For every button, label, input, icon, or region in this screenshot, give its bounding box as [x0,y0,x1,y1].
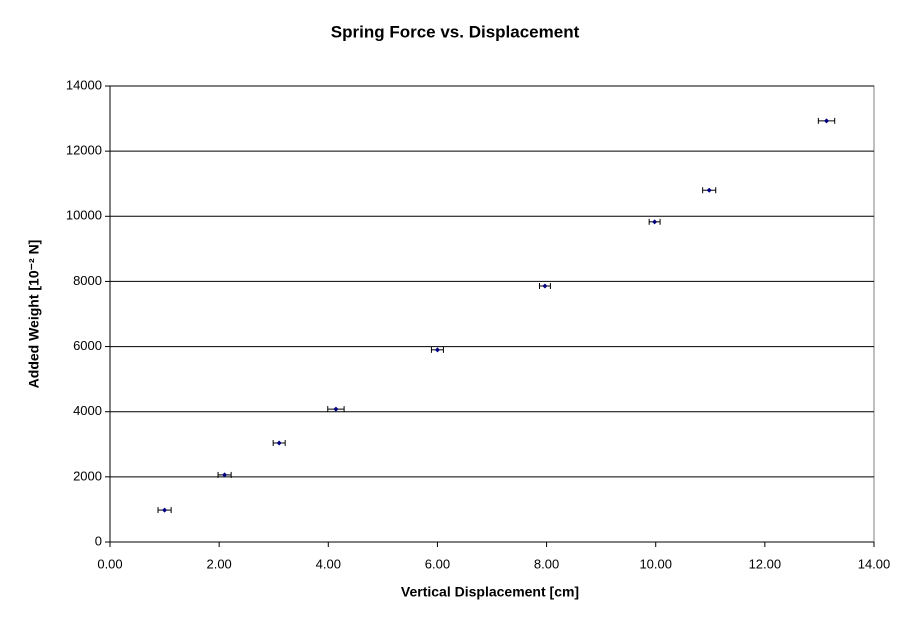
point [706,187,712,193]
y-tick-label: 4000 [73,403,102,418]
y-tick-label: 8000 [73,273,102,288]
chart-title: Spring Force vs. Displacement [331,22,580,41]
y-tick-label: 12000 [66,143,102,158]
point [276,440,282,446]
x-tick-label: 2.00 [206,556,231,571]
x-tick-label: 10.00 [639,556,672,571]
y-axis-label: Added Weight [10⁻² N] [26,240,42,389]
x-tick-label: 14.00 [858,556,891,571]
point [222,472,228,478]
point [162,507,168,513]
x-tick-label: 12.00 [749,556,782,571]
point [542,283,548,289]
point [434,347,440,353]
y-tick-label: 0 [95,533,102,548]
y-tick-label: 10000 [66,208,102,223]
y-tick-label: 2000 [73,468,102,483]
point [333,406,339,412]
x-tick-label: 6.00 [425,556,450,571]
y-tick-label: 6000 [73,338,102,353]
x-tick-label: 0.00 [97,556,122,571]
x-axis-label: Vertical Displacement [cm] [401,584,579,600]
x-tick-label: 4.00 [316,556,341,571]
plot-area [109,85,875,543]
x-tick-label: 8.00 [534,556,559,571]
y-tick-label: 14000 [66,77,102,92]
point [824,118,830,124]
point [652,219,658,225]
